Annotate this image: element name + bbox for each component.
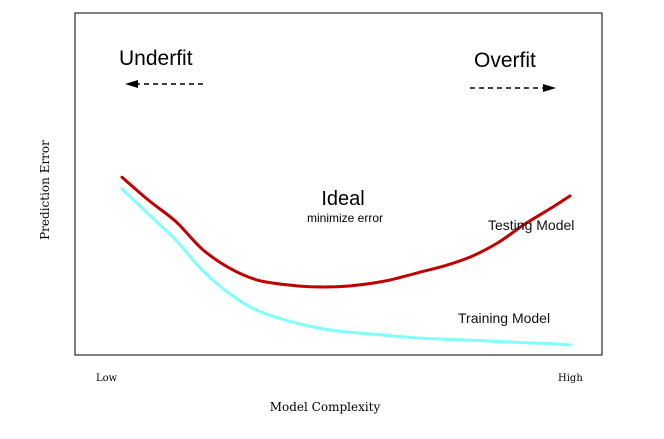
y-axis-label: Prediction Error — [38, 140, 52, 240]
ideal-subtext: minimize error — [307, 211, 383, 225]
underfit-arrow — [125, 80, 207, 88]
overfit-arrow — [470, 84, 556, 92]
training-model-label: Training Model — [458, 310, 550, 326]
x-tick-high: High — [558, 373, 583, 384]
training-model-line — [120, 187, 572, 347]
x-axis-label: Model Complexity — [270, 400, 381, 414]
overfit-label: Overfit — [474, 49, 536, 72]
underfit-label: Underfit — [119, 47, 193, 70]
testing-model-label: Testing Model — [488, 217, 574, 233]
x-tick-low: Low — [96, 373, 118, 384]
plot-frame — [74, 12, 603, 356]
testing-model-line — [120, 175, 572, 289]
ideal-label: Ideal — [321, 188, 364, 210]
